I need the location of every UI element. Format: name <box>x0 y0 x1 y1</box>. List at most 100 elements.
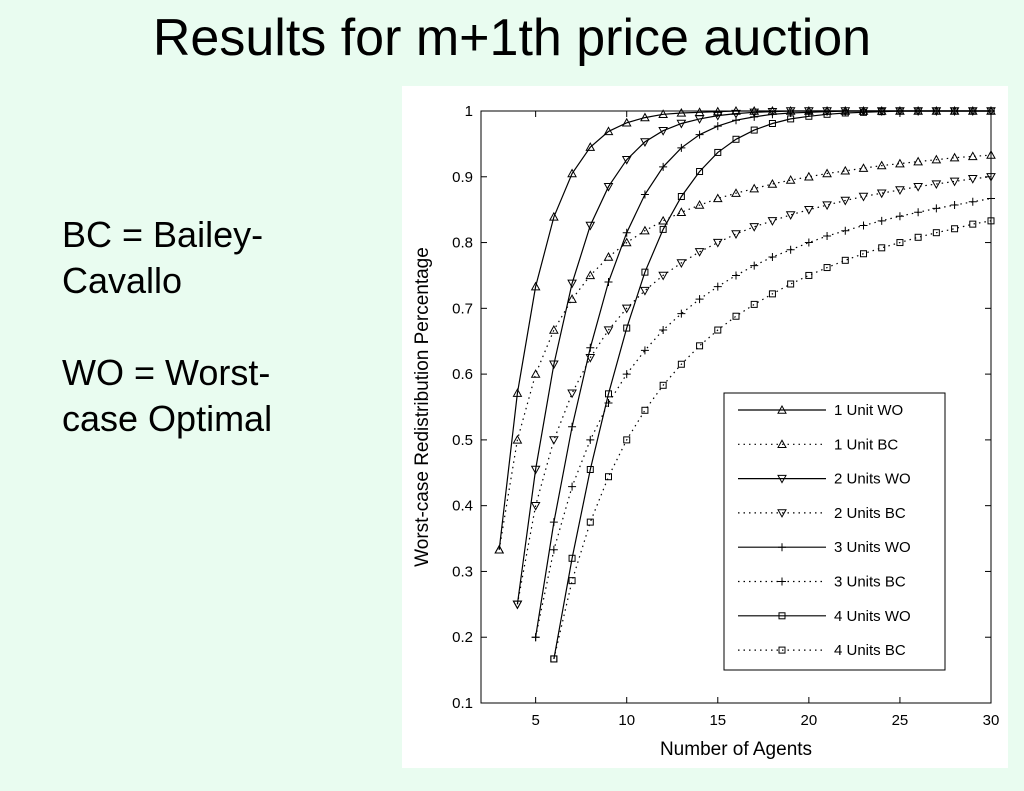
series-6 <box>531 194 995 642</box>
data-point <box>695 295 704 304</box>
legend-marker <box>777 439 787 448</box>
data-point <box>585 142 596 151</box>
data-point <box>785 175 796 184</box>
data-point <box>512 388 523 397</box>
data-point <box>696 342 704 350</box>
data-point <box>622 370 631 379</box>
data-point <box>512 600 523 610</box>
note-bc-definition: BC = Bailey- Cavallo <box>62 214 264 301</box>
legend-box <box>723 392 946 671</box>
data-point <box>512 434 523 444</box>
data-point <box>732 271 740 280</box>
data-point <box>623 324 631 332</box>
data-point <box>568 554 576 562</box>
data-point <box>714 148 722 156</box>
data-point <box>531 633 540 642</box>
data-point <box>967 151 978 161</box>
data-point <box>695 130 704 139</box>
data-point <box>969 107 977 115</box>
data-point <box>896 239 904 247</box>
legend-label: 3 Units BC <box>834 574 906 591</box>
legend-marker <box>777 404 787 414</box>
data-point <box>603 126 614 136</box>
data-point <box>787 280 795 288</box>
data-point <box>603 326 614 336</box>
data-point <box>767 178 778 188</box>
data-point <box>567 279 577 289</box>
data-point <box>878 108 886 116</box>
data-point <box>840 165 851 175</box>
data-point <box>732 312 740 320</box>
x-tick-label: 25 <box>892 712 909 729</box>
series-2 <box>494 150 996 554</box>
data-point <box>568 577 576 585</box>
y-tick-label: 0.6 <box>452 366 473 383</box>
legend-label: 4 Units BC <box>834 642 906 659</box>
data-point <box>585 270 596 280</box>
data-point <box>895 212 904 221</box>
data-point <box>641 406 649 414</box>
notes-panel: BC = Bailey- Cavallo WO = Worst- case Op… <box>62 212 362 488</box>
legend-marker <box>778 646 786 654</box>
data-point <box>840 196 851 206</box>
slide-title: Results for m+1th price auction <box>152 9 872 67</box>
data-point <box>604 278 613 287</box>
data-point <box>659 225 667 233</box>
y-tick-label: 0.9 <box>452 169 473 186</box>
legend-marker <box>778 577 786 586</box>
data-point <box>621 117 632 127</box>
legend-label: 1 Unit WO <box>834 402 903 419</box>
data-point <box>805 112 813 120</box>
data-point <box>785 107 796 117</box>
data-point <box>658 215 668 225</box>
data-point <box>932 229 940 237</box>
data-point <box>987 217 995 225</box>
data-point <box>822 201 832 211</box>
legend-entry: 2 Units BC <box>738 505 906 522</box>
data-point <box>567 168 577 178</box>
y-tick-label: 0.3 <box>452 563 473 580</box>
data-point <box>804 107 814 117</box>
data-point <box>549 436 559 445</box>
data-point <box>586 343 595 352</box>
legend-label: 4 Units WO <box>834 608 911 625</box>
data-point <box>750 112 759 121</box>
data-point <box>841 256 849 264</box>
series-line <box>516 176 992 605</box>
data-point <box>494 544 505 554</box>
data-point <box>677 143 686 152</box>
y-tick-label: 1 <box>465 103 473 120</box>
data-point <box>932 107 940 115</box>
data-point <box>603 251 614 261</box>
data-point <box>876 189 887 199</box>
data-point <box>805 271 813 279</box>
legend: 1 Unit WO 1 Unit BC 2 Units WO 2 Units BC 3 … <box>723 392 946 671</box>
y-tick-label: 0.4 <box>452 498 473 515</box>
x-tick-label: 10 <box>618 712 635 729</box>
data-point <box>567 389 577 399</box>
redistribution-chart: 5 10 15 20 25 30 0.1 0.2 0.3 0.4 0.5 0.6 0.7 0.8 0.9 1 … <box>412 103 999 760</box>
data-point <box>749 223 760 232</box>
data-point <box>549 518 558 527</box>
data-point <box>640 286 650 296</box>
x-tick-label: 20 <box>801 712 818 729</box>
x-tick-label: 15 <box>709 712 726 729</box>
data-point <box>677 309 686 318</box>
data-point <box>968 197 977 206</box>
data-point <box>914 233 922 241</box>
data-point <box>951 225 959 233</box>
data-point <box>804 108 813 117</box>
legend-label: 2 Units BC <box>834 505 906 522</box>
data-point <box>712 106 723 116</box>
data-point <box>713 122 722 131</box>
data-point <box>640 112 650 122</box>
data-point <box>823 264 831 272</box>
data-point <box>640 138 650 147</box>
data-point <box>878 244 886 252</box>
data-point <box>714 326 722 334</box>
data-point <box>987 107 995 115</box>
data-point <box>712 111 723 121</box>
data-point <box>659 326 668 335</box>
data-point <box>530 465 541 475</box>
data-point <box>969 220 977 228</box>
